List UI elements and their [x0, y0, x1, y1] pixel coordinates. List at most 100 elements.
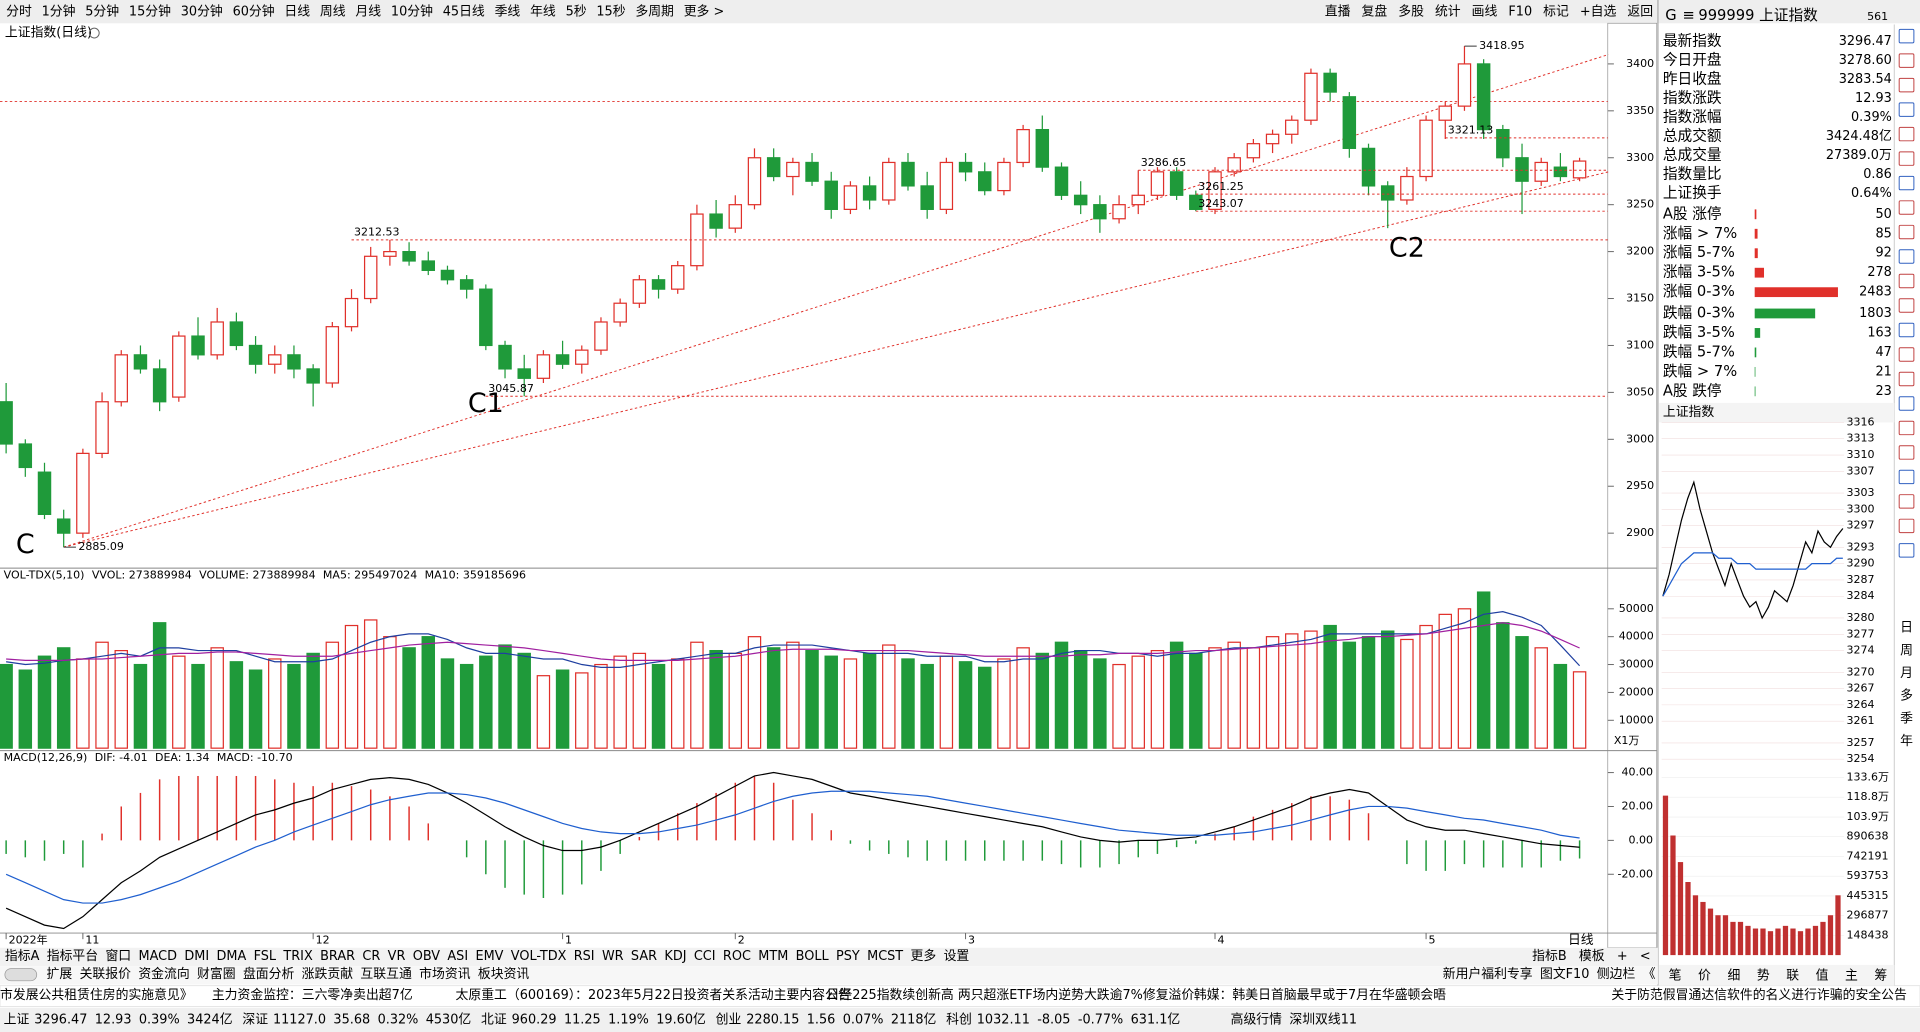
toolbar-tab[interactable]: 10分钟: [391, 4, 433, 20]
indicator-tab[interactable]: CCI: [694, 949, 716, 964]
side-icon[interactable]: [1898, 371, 1915, 387]
news-item[interactable]: 日经225指数续创新高 两只超涨ETF场内逆势大跌逾7%修复溢价: [827, 987, 1195, 1003]
side-icon[interactable]: [1898, 249, 1915, 264]
side-icon[interactable]: [1898, 518, 1915, 534]
info-tab[interactable]: 《: [1643, 967, 1656, 982]
info-tab[interactable]: 板块资讯: [478, 967, 530, 982]
info-tab[interactable]: 盘面分析: [243, 966, 295, 982]
indicator-tab[interactable]: DMA: [216, 949, 246, 964]
info-tab[interactable]: 资金流向: [138, 966, 189, 982]
news-item[interactable]: 市发展公共租赁住房的实施意见》: [0, 987, 193, 1003]
indicator-tab[interactable]: BOLL: [796, 949, 830, 964]
side-icon[interactable]: [1898, 126, 1915, 142]
period-button[interactable]: 周: [1900, 643, 1913, 658]
indicator-tab[interactable]: 窗口: [105, 948, 131, 964]
info-tab[interactable]: 关联报价: [80, 967, 132, 982]
indicator-tab[interactable]: MCST: [867, 949, 903, 964]
toolbar-tab[interactable]: 季线: [495, 5, 521, 20]
indicator-tab[interactable]: MTM: [758, 949, 788, 964]
indicator-tab[interactable]: OBV: [413, 949, 441, 964]
info-tab[interactable]: 侧边栏: [1597, 967, 1636, 982]
mini-tab[interactable]: 值: [1816, 967, 1829, 983]
toolbar-tab[interactable]: 15分钟: [129, 4, 171, 20]
toolbar-tab[interactable]: 30分钟: [181, 4, 223, 20]
period-button[interactable]: 日: [1900, 621, 1913, 636]
toolbar-tab[interactable]: 年线: [530, 5, 556, 20]
news-item[interactable]: 太原重工（600169）：2023年5月22日投资者关系活动主要内容公告: [456, 987, 851, 1003]
indicator-tab[interactable]: 指标平台: [47, 949, 98, 964]
toolbar-button[interactable]: 画线: [1472, 5, 1498, 20]
indicator-tab[interactable]: 指标A: [5, 949, 40, 964]
toolbar-button[interactable]: +自选: [1580, 5, 1617, 20]
info-tab[interactable]: 新用户福利专享: [1443, 966, 1533, 982]
indicator-tab[interactable]: <: [1640, 949, 1651, 964]
news-item[interactable]: 韩媒：韩美日首脑最早或于7月在华盛顿会晤: [1194, 988, 1446, 1003]
toolbar-tab[interactable]: 60分钟: [233, 4, 275, 20]
side-icon[interactable]: [1898, 77, 1915, 93]
toolbar-tab[interactable]: 15秒: [596, 5, 625, 20]
indicator-tab[interactable]: 指标B: [1532, 949, 1567, 964]
toolbar-tab[interactable]: 月线: [355, 5, 381, 20]
info-tab[interactable]: 图文F10: [1540, 967, 1589, 982]
toolbar-button[interactable]: 返回: [1627, 5, 1653, 20]
toolbar-button[interactable]: 标记: [1543, 5, 1569, 20]
indicator-tab[interactable]: WR: [602, 949, 624, 964]
toggle[interactable]: [4, 968, 38, 982]
side-icon[interactable]: [1898, 224, 1915, 240]
indicator-tab[interactable]: SAR: [631, 949, 657, 964]
indicator-tab[interactable]: 更多: [911, 949, 937, 964]
info-tab[interactable]: 涨跌贡献: [302, 966, 354, 982]
info-tab[interactable]: 财富圈: [197, 966, 236, 982]
indicator-tab[interactable]: 设置: [944, 949, 970, 964]
period-button[interactable]: 多: [1900, 689, 1913, 704]
status-item[interactable]: 深圳双线11: [1289, 1013, 1357, 1028]
indicator-tab[interactable]: FSL: [254, 949, 277, 964]
toolbar-tab[interactable]: 分时: [6, 5, 32, 20]
mini-tab[interactable]: 联: [1786, 968, 1799, 983]
indicator-tab[interactable]: VR: [388, 949, 406, 964]
indicator-tab[interactable]: PSY: [836, 949, 860, 964]
toolbar-button[interactable]: F10: [1508, 5, 1532, 20]
news-item[interactable]: 主力资金监控：三六零净卖出超7亿: [212, 987, 413, 1003]
mini-tab[interactable]: 价: [1698, 968, 1711, 983]
info-tab[interactable]: 扩展: [47, 967, 73, 982]
side-icon[interactable]: [1898, 273, 1915, 289]
indicator-tab[interactable]: 模板: [1579, 949, 1605, 964]
status-item[interactable]: 高级行情: [1231, 1012, 1283, 1028]
side-icon[interactable]: [1898, 102, 1915, 117]
indicator-tab[interactable]: TRIX: [282, 949, 313, 964]
toolbar-tab[interactable]: 多周期: [635, 5, 674, 20]
side-icon[interactable]: [1898, 53, 1915, 68]
indicator-tab[interactable]: DMI: [184, 949, 209, 964]
notice[interactable]: 关于防范假冒通达信软件的名义进行诈骗的安全公告: [1611, 987, 1907, 1003]
mini-tab[interactable]: 势: [1757, 967, 1770, 983]
side-icon[interactable]: [1898, 28, 1915, 44]
indicator-tab[interactable]: BRAR: [320, 949, 355, 964]
side-icon[interactable]: [1898, 322, 1915, 338]
indicator-tab[interactable]: ROC: [723, 949, 751, 964]
indicator-tab[interactable]: CR: [362, 949, 380, 964]
toolbar-tab[interactable]: 更多 >: [684, 5, 725, 20]
side-icon[interactable]: [1898, 445, 1915, 460]
title-icon[interactable]: [88, 27, 100, 39]
toolbar-button[interactable]: 统计: [1435, 5, 1461, 20]
toolbar-tab[interactable]: 45日线: [443, 5, 485, 20]
side-icon[interactable]: [1898, 420, 1915, 436]
info-tab[interactable]: 互联互通: [360, 967, 412, 982]
period-button[interactable]: 年: [1900, 734, 1913, 749]
toolbar-button[interactable]: 多股: [1398, 5, 1424, 20]
mini-tab[interactable]: 细: [1727, 968, 1740, 983]
quote-menu[interactable]: ≡: [1682, 7, 1694, 24]
toolbar-tab[interactable]: 周线: [320, 5, 346, 20]
period-button[interactable]: 季: [1900, 711, 1913, 726]
toolbar-button[interactable]: 直播: [1325, 5, 1351, 20]
toolbar-tab[interactable]: 日线: [284, 5, 310, 20]
side-icon[interactable]: [1898, 543, 1915, 558]
side-icon[interactable]: [1898, 494, 1915, 509]
info-tab[interactable]: 市场资讯: [419, 966, 471, 982]
toolbar-button[interactable]: 复盘: [1362, 4, 1388, 20]
mini-tab[interactable]: 筹: [1874, 967, 1887, 983]
indicator-tab[interactable]: EMV: [475, 949, 503, 964]
indicator-tab[interactable]: +: [1617, 949, 1628, 964]
indicator-tab[interactable]: MACD: [139, 949, 178, 964]
